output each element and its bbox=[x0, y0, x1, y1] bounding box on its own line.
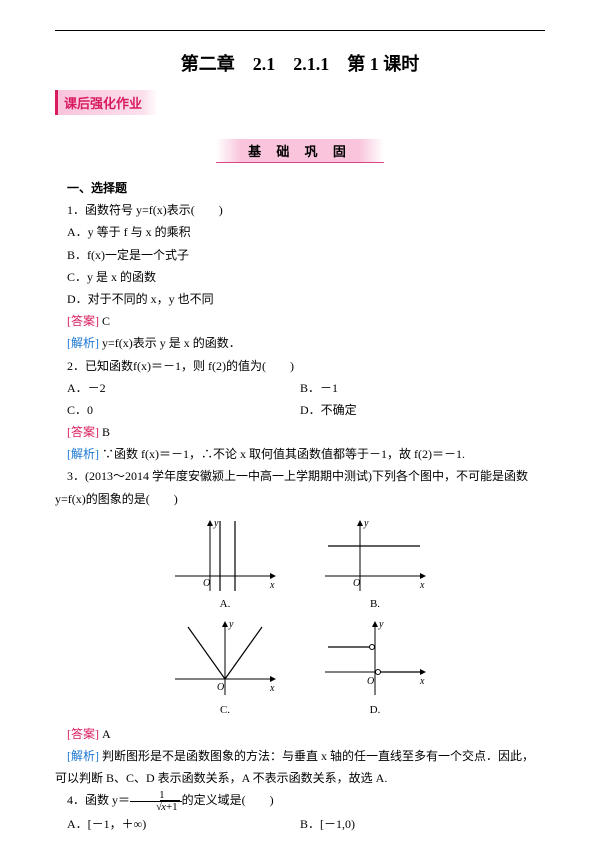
svg-text:x: x bbox=[419, 580, 425, 591]
q3-labelC: C. bbox=[220, 704, 230, 716]
q3-graphs-row1: O x y A. O x y B. bbox=[55, 516, 545, 611]
q3-graph-D: O x y D. bbox=[320, 617, 430, 717]
graph-B-svg: O x y bbox=[320, 516, 430, 596]
section-banner-text: 基 础 巩 固 bbox=[216, 139, 384, 163]
graph-C-svg: O x y bbox=[170, 617, 280, 702]
fraction-icon: 1x+1 bbox=[130, 790, 182, 813]
q3-stemA: 3．(2013～2014 学年度安徽颍上一中高一上学期期中测试)下列各个图中，不… bbox=[55, 465, 545, 487]
svg-text:O: O bbox=[367, 676, 374, 687]
homework-badge: 课后强化作业 bbox=[55, 90, 158, 115]
q1-analysis-label: [解析] bbox=[67, 336, 99, 350]
svg-text:O: O bbox=[203, 578, 210, 589]
q3-analysis: 判断图形是不是函数图象的方法：与垂直 x 轴的任一直线至多有一个交点．因此， bbox=[102, 749, 534, 763]
q1-ans: C bbox=[102, 314, 110, 328]
q1-optD: D．对于不同的 x，y 也不同 bbox=[55, 288, 545, 310]
q3-stemB: y=f(x)的图象的是( ) bbox=[55, 488, 545, 510]
q3-ans: A bbox=[102, 727, 111, 741]
q2-optB: B．－1 bbox=[300, 377, 545, 399]
q2-ans: B bbox=[102, 425, 110, 439]
svg-text:x: x bbox=[269, 580, 275, 591]
svg-text:y: y bbox=[213, 518, 219, 529]
q4-optA: A．[－1，＋∞) bbox=[55, 813, 300, 835]
q3-labelD: D. bbox=[370, 704, 381, 716]
q2-stem: 2．已知函数f(x)＝－1，则 f(2)的值为( ) bbox=[55, 355, 545, 377]
q2-analysis: ∵函数 f(x)＝－1，∴不论 x 取何值其函数值都等于－1，故 f(2)＝－1… bbox=[102, 447, 465, 461]
q3-graph-A: O x y A. bbox=[170, 516, 280, 611]
q2-optA: A．－2 bbox=[55, 377, 300, 399]
graph-D-svg: O x y bbox=[320, 617, 430, 702]
svg-text:x: x bbox=[419, 676, 425, 687]
q1-ans-label: [答案] bbox=[67, 314, 99, 328]
q4-stem: 4．函数 y＝1x+1的定义域是( ) bbox=[55, 789, 545, 813]
svg-text:x: x bbox=[269, 683, 275, 694]
q1-optC: C．y 是 x 的函数 bbox=[55, 266, 545, 288]
svg-text:y: y bbox=[378, 619, 384, 630]
q2-optD: D．不确定 bbox=[300, 399, 545, 421]
q2-optC: C．0 bbox=[55, 399, 300, 421]
svg-text:O: O bbox=[217, 682, 224, 693]
q3-graph-B: O x y B. bbox=[320, 516, 430, 611]
q3-ans-label: [答案] bbox=[67, 727, 99, 741]
q1-optA: A．y 等于 f 与 x 的乘积 bbox=[55, 221, 545, 243]
q2-ans-label: [答案] bbox=[67, 425, 99, 439]
q3-analysis2: 可以判断 B、C、D 表示函数关系，A 不表示函数关系，故选 A. bbox=[55, 767, 545, 789]
q4-stem-pre: 4．函数 y＝ bbox=[67, 793, 130, 807]
q3-graphs-row2: O x y C. O x y D. bbox=[55, 617, 545, 717]
top-rule bbox=[55, 30, 545, 31]
q3-labelB: B. bbox=[370, 598, 380, 610]
q3-labelA: A. bbox=[220, 598, 231, 610]
svg-text:y: y bbox=[228, 619, 234, 630]
q1-analysis: y=f(x)表示 y 是 x 的函数． bbox=[102, 336, 241, 350]
q1-optB: B．f(x)一定是一个式子 bbox=[55, 244, 545, 266]
q4-optB: B．[－1,0) bbox=[300, 813, 545, 835]
page-title: 第二章 2.1 2.1.1 第 1 课时 bbox=[55, 50, 545, 76]
heading-choice: 一、选择题 bbox=[55, 177, 545, 199]
q3-graph-C: O x y C. bbox=[170, 617, 280, 717]
svg-text:y: y bbox=[363, 518, 369, 529]
q3-analysis-label: [解析] bbox=[67, 749, 99, 763]
svg-text:O: O bbox=[353, 578, 360, 589]
section-banner: 基 础 巩 固 bbox=[55, 139, 545, 163]
q1-stem: 1．函数符号 y=f(x)表示( ) bbox=[55, 199, 545, 221]
q2-analysis-label: [解析] bbox=[67, 447, 99, 461]
graph-A-svg: O x y bbox=[170, 516, 280, 596]
q4-stem-post: 的定义域是( ) bbox=[182, 793, 274, 807]
